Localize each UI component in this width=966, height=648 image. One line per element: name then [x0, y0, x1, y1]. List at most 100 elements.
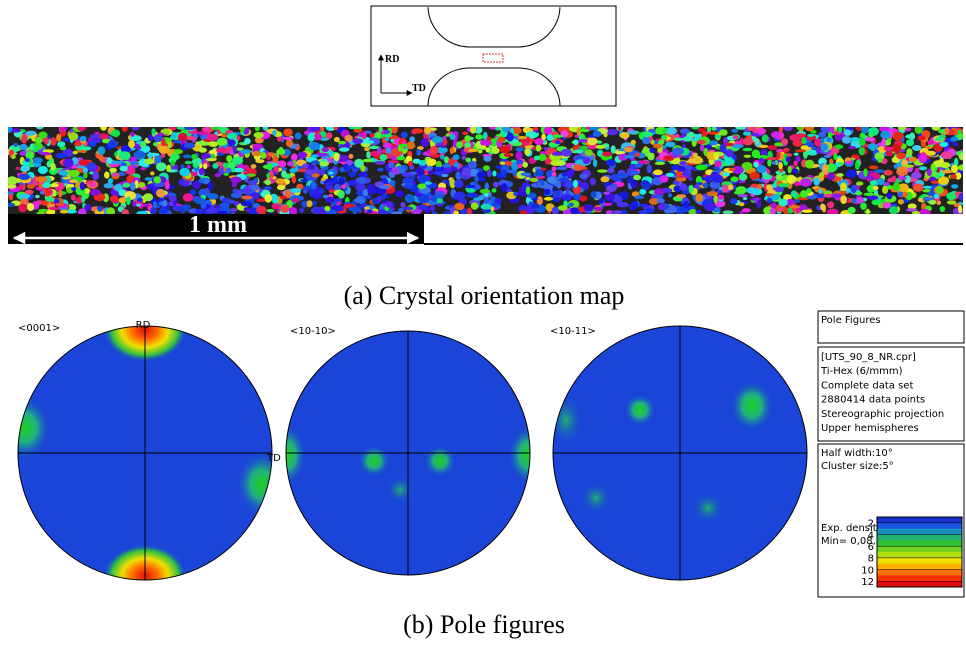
- density-peak: [358, 445, 390, 477]
- grain: [412, 158, 421, 164]
- grain: [78, 208, 87, 214]
- grain: [905, 134, 916, 139]
- grain: [418, 160, 427, 166]
- grain: [299, 207, 305, 213]
- grain: [381, 149, 387, 154]
- grain: [738, 173, 748, 181]
- grain: [642, 179, 648, 187]
- grain: [741, 162, 753, 170]
- grain: [475, 134, 484, 140]
- grain: [877, 157, 883, 163]
- grain: [653, 169, 663, 176]
- grain: [112, 172, 118, 177]
- grain: [958, 152, 963, 161]
- grain: [208, 141, 219, 147]
- grain: [285, 139, 293, 148]
- grain: [158, 145, 170, 154]
- grain: [36, 127, 44, 130]
- pole-label: <0001>: [18, 323, 60, 334]
- grain: [57, 141, 66, 148]
- grain: [442, 163, 452, 169]
- grain: [541, 133, 546, 141]
- grain: [896, 152, 907, 160]
- grain: [451, 166, 458, 172]
- color-bar-step: [877, 528, 962, 535]
- color-bar-step: [877, 546, 962, 553]
- grain: [783, 147, 790, 152]
- grain: [760, 149, 768, 157]
- grain: [147, 134, 154, 142]
- grain: [89, 189, 101, 196]
- grain: [572, 179, 579, 188]
- grain: [150, 171, 155, 176]
- grain: [417, 174, 429, 184]
- grain: [897, 191, 904, 197]
- grain: [654, 161, 666, 165]
- grain: [938, 176, 950, 186]
- grain: [158, 208, 169, 214]
- grain: [344, 134, 353, 142]
- grain: [951, 184, 959, 189]
- grain: [312, 133, 323, 141]
- grain: [348, 179, 357, 186]
- density-peak: [386, 476, 414, 504]
- grain: [317, 189, 325, 193]
- grain: [706, 191, 719, 197]
- grain: [795, 156, 801, 163]
- grain: [556, 166, 568, 170]
- grain: [682, 201, 690, 209]
- grain: [8, 176, 18, 185]
- grain: [107, 178, 114, 184]
- grain: [889, 206, 899, 214]
- grain: [420, 138, 430, 148]
- grain: [167, 141, 173, 148]
- grain: [264, 179, 271, 186]
- grain: [499, 145, 511, 154]
- grain: [289, 168, 298, 173]
- grain: [517, 136, 527, 140]
- grain: [15, 166, 20, 170]
- grain: [697, 128, 706, 133]
- grain: [441, 173, 449, 178]
- grain: [360, 165, 366, 172]
- grain: [221, 133, 228, 138]
- grain: [791, 168, 799, 174]
- grain: [545, 170, 554, 178]
- grain: [630, 139, 636, 145]
- grain: [26, 203, 35, 211]
- grain: [940, 162, 951, 169]
- grain: [333, 127, 338, 131]
- grain: [503, 153, 512, 157]
- grain: [198, 188, 211, 197]
- grain: [491, 147, 500, 155]
- grain: [106, 207, 115, 214]
- grain: [256, 205, 267, 214]
- grain: [32, 157, 43, 164]
- grain: [470, 127, 477, 134]
- grain: [338, 140, 346, 145]
- grain: [223, 172, 230, 176]
- grain: [845, 160, 853, 165]
- grain: [654, 188, 665, 195]
- grain: [522, 161, 528, 168]
- grain: [555, 140, 561, 145]
- grain: [546, 134, 554, 141]
- grain: [311, 172, 320, 178]
- grain: [618, 152, 628, 161]
- grain: [121, 127, 128, 132]
- grain: [214, 173, 221, 178]
- grain: [383, 129, 391, 134]
- grain: [781, 138, 789, 146]
- grain: [177, 132, 188, 142]
- grain: [49, 183, 59, 188]
- grain: [926, 150, 936, 156]
- grain: [252, 143, 264, 150]
- grain: [267, 162, 273, 171]
- grain: [723, 142, 735, 147]
- grain: [341, 183, 346, 189]
- grain: [820, 137, 825, 144]
- grain: [68, 132, 79, 141]
- grain: [719, 129, 728, 136]
- grain: [152, 201, 158, 208]
- level-label: 10: [861, 565, 874, 576]
